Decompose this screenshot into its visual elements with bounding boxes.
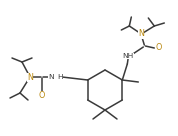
Text: H: H: [57, 74, 63, 80]
Text: N: N: [138, 30, 144, 38]
Text: O: O: [39, 90, 45, 100]
Text: O: O: [155, 44, 161, 52]
Text: N: N: [48, 74, 54, 80]
Text: NH: NH: [123, 53, 134, 59]
Text: N: N: [27, 72, 33, 81]
